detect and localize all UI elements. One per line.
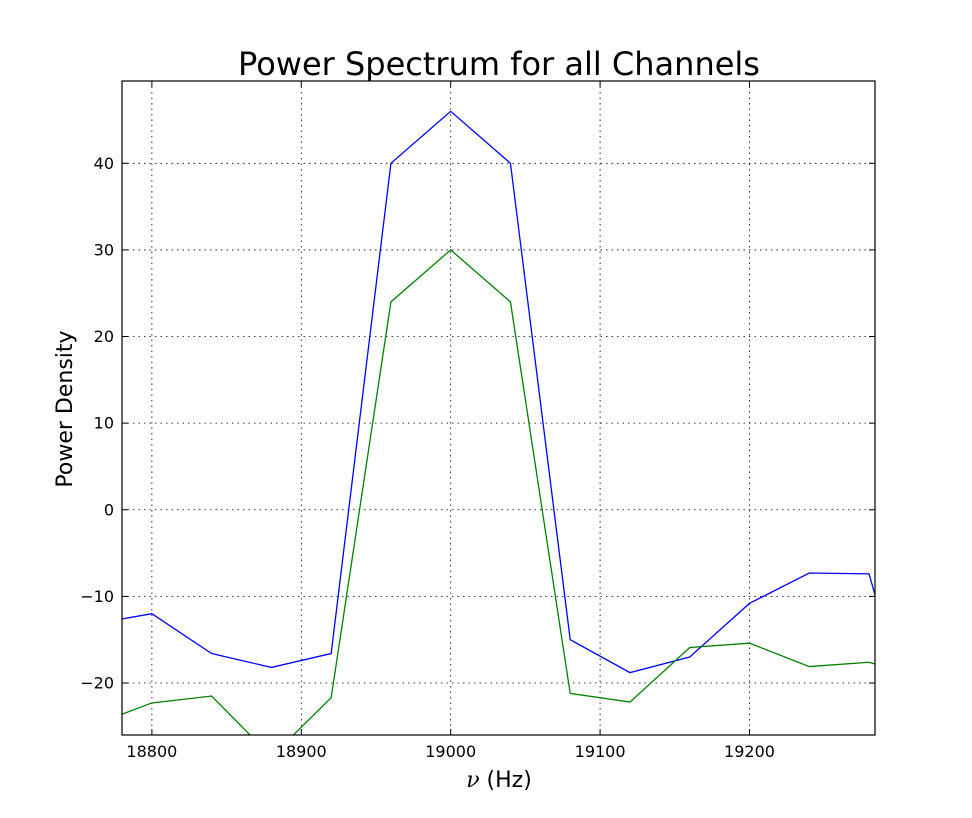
- x-tick-label: 18800: [126, 742, 177, 761]
- x-tick-label: 19200: [724, 742, 775, 761]
- y-tick-label: 0: [104, 500, 114, 519]
- x-axis-symbol: ν: [466, 768, 479, 793]
- x-tick-label: 18900: [276, 742, 327, 761]
- axis-ticks: 18800 18900 19000 19100 19200 −20 −10 0 10 20 30 40: [80, 81, 875, 761]
- series-line-1: [122, 110, 875, 674]
- series-line-2: [122, 249, 875, 735]
- chart-title: Power Spectrum for all Channels: [238, 45, 760, 83]
- x-tick-label: 19100: [575, 742, 626, 761]
- x-tick-label: 19000: [425, 742, 476, 761]
- y-tick-label: 10: [94, 414, 114, 433]
- x-axis-unit: (Hz): [480, 768, 532, 793]
- y-tick-label: −20: [80, 674, 114, 693]
- y-tick-label: 40: [94, 154, 114, 173]
- grid-lines: [122, 81, 875, 735]
- y-tick-label: 30: [94, 240, 114, 259]
- y-tick-label: −10: [80, 587, 114, 606]
- y-axis-label: Power Density: [53, 330, 78, 487]
- plot-frame: [121, 80, 876, 736]
- series-layer: [122, 110, 875, 735]
- x-axis-label: ν (Hz): [466, 768, 532, 793]
- y-tick-label: 20: [94, 327, 114, 346]
